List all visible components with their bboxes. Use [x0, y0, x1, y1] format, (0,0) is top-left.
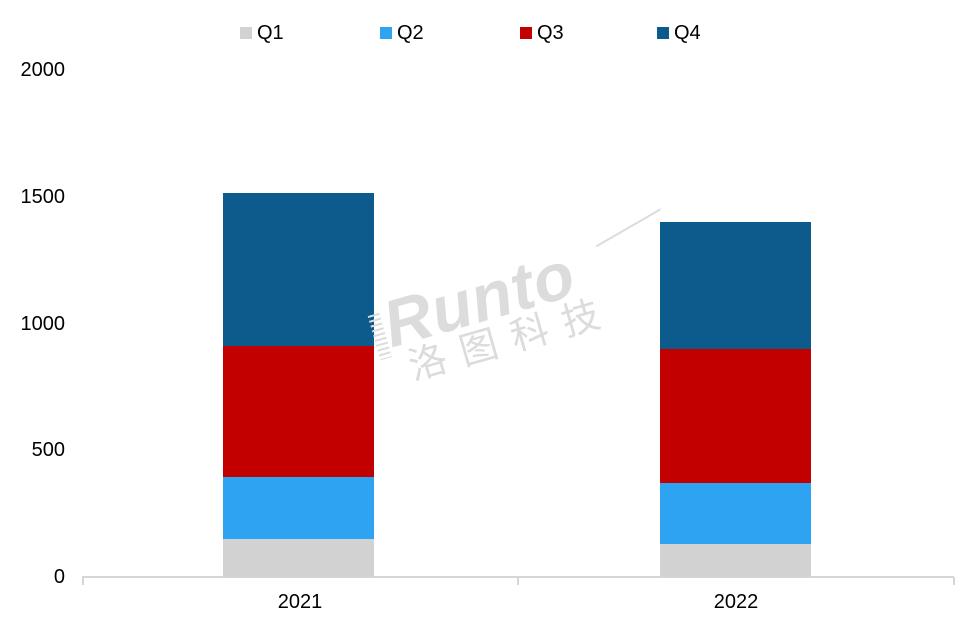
x-axis-tick-start: [82, 577, 84, 585]
bar-segment-q3-2022: [660, 349, 811, 484]
bar-segment-q1-2022: [660, 543, 811, 577]
y-tick-label-2000: 2000: [20, 59, 66, 81]
legend-item-q3: Q3: [520, 22, 564, 44]
legend-label-q3: Q3: [537, 22, 564, 44]
legend-item-q2: Q2: [380, 22, 424, 44]
x-axis-tick-end: [953, 577, 955, 585]
watermark-brand-text: Runto: [374, 236, 584, 362]
y-tick-label-500: 500: [31, 439, 65, 462]
watermark: Runto 洛图科技: [367, 208, 662, 391]
legend-label-q2: Q2: [397, 22, 424, 44]
q2-swatch-icon: [380, 27, 392, 39]
q4-swatch-icon: [657, 27, 669, 39]
legend-label-q4: Q4: [674, 22, 701, 44]
q1-swatch-icon: [240, 27, 252, 39]
bar-segment-q3-2021: [223, 345, 374, 477]
bar-segment-q2-2021: [223, 476, 374, 540]
x-label-2021: 2021: [277, 591, 323, 613]
bar-segment-q4-2022: [660, 221, 811, 350]
bar-segment-q1-2021: [223, 539, 374, 577]
q3-swatch-icon: [520, 27, 532, 39]
bar-segment-q4-2021: [223, 193, 374, 346]
watermark-chinese-text: 洛图科技: [404, 289, 620, 389]
legend-item-q1: Q1: [240, 22, 284, 44]
bar-2022: [660, 221, 811, 577]
x-axis-tick-middle: [517, 577, 519, 585]
x-label-2022: 2022: [713, 591, 759, 613]
bar-2021: [223, 193, 374, 577]
legend-label-q1: Q1: [257, 22, 284, 44]
watermark-tail-stroke: [595, 208, 662, 248]
bar-segment-q2-2022: [660, 483, 811, 544]
y-tick-label-1500: 1500: [20, 185, 66, 208]
y-tick-label-1000: 1000: [20, 312, 66, 335]
y-tick-label-0: 0: [53, 566, 65, 588]
legend-item-q4: Q4: [657, 22, 701, 44]
